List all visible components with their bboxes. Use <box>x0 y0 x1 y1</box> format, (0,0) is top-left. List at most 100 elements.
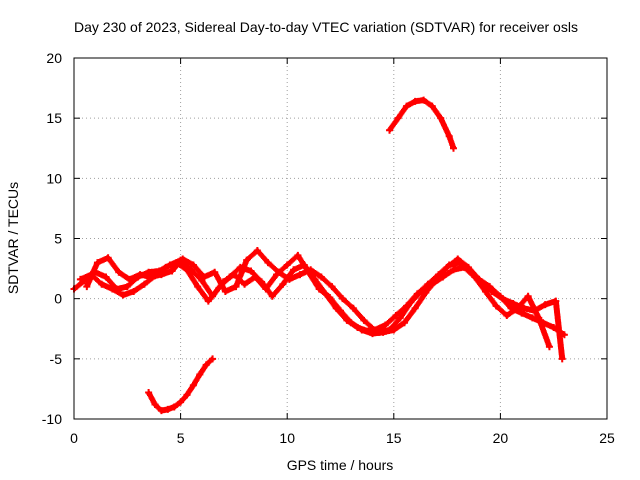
data-point <box>119 291 127 299</box>
data-point <box>93 259 101 267</box>
data-point <box>300 261 308 269</box>
x-tick-label: 25 <box>599 430 615 446</box>
y-axis-ticks: -10 -5 0 5 10 15 20 <box>42 50 607 427</box>
data-point <box>477 280 485 288</box>
data-point <box>518 309 526 317</box>
data-point <box>332 304 340 312</box>
data-point <box>328 283 336 291</box>
data-point <box>467 268 475 276</box>
data-point <box>392 312 400 320</box>
data-point <box>307 266 315 274</box>
x-axis-label: GPS time / hours <box>287 457 394 473</box>
data-point <box>371 326 379 334</box>
data-point <box>83 283 91 291</box>
data-point <box>177 398 185 406</box>
data-point <box>445 132 453 140</box>
data-point <box>322 290 330 298</box>
data-point <box>435 271 443 279</box>
data-point <box>130 287 138 295</box>
y-tick-label: -5 <box>50 351 63 367</box>
data-point <box>123 283 131 291</box>
data-point <box>386 126 394 134</box>
y-tick-label: 10 <box>46 170 62 186</box>
data-point <box>311 275 319 283</box>
data-point <box>545 343 553 351</box>
data-point <box>183 266 191 274</box>
data-point <box>209 355 217 363</box>
data-point <box>157 271 165 279</box>
data-point <box>232 283 240 291</box>
data-point <box>211 268 219 276</box>
data-point <box>102 273 110 281</box>
data-point <box>283 261 291 269</box>
data-point <box>275 268 283 276</box>
x-tick-label: 15 <box>386 430 402 446</box>
data-point <box>503 312 511 320</box>
data-point <box>258 278 266 286</box>
data-point <box>411 304 419 312</box>
y-tick-label: 20 <box>46 50 62 66</box>
data-point <box>290 266 298 274</box>
data-point <box>140 280 148 288</box>
data-point <box>221 287 229 295</box>
data-point <box>456 259 464 267</box>
data-point <box>558 355 566 363</box>
data-point <box>243 256 251 264</box>
data-point <box>253 247 261 255</box>
data-point <box>424 280 432 288</box>
data-point <box>492 302 500 310</box>
data-point <box>488 287 496 295</box>
series-arc-high <box>386 96 457 152</box>
data-point <box>136 271 144 279</box>
data-point <box>535 314 543 322</box>
data-point <box>541 301 549 309</box>
data-point <box>394 114 402 122</box>
data-point <box>157 407 165 415</box>
data-point <box>198 277 206 285</box>
y-tick-label: 0 <box>54 291 62 307</box>
data-point <box>194 283 202 291</box>
data-point <box>552 297 560 305</box>
data-point <box>343 316 351 324</box>
data-point <box>520 304 528 312</box>
data-point <box>400 319 408 327</box>
data-point <box>279 280 287 288</box>
data-point <box>162 263 170 271</box>
data-point <box>386 326 394 334</box>
data-point <box>268 292 276 300</box>
data-point <box>403 102 411 110</box>
data-point <box>170 403 178 411</box>
data-points <box>70 96 568 415</box>
data-point <box>296 271 304 279</box>
data-point <box>189 381 197 389</box>
data-point <box>183 391 191 399</box>
data-point <box>196 370 204 378</box>
data-point <box>285 275 293 283</box>
data-point <box>168 267 176 275</box>
data-point <box>317 273 325 281</box>
data-point <box>531 307 539 315</box>
data-point <box>179 255 187 263</box>
data-point <box>115 268 123 276</box>
data-point <box>439 273 447 281</box>
data-point <box>449 266 457 274</box>
data-point <box>396 314 404 322</box>
data-point <box>354 324 362 332</box>
data-point <box>104 254 112 262</box>
data-point <box>76 275 84 283</box>
data-point <box>360 316 368 324</box>
data-point <box>264 259 272 267</box>
y-axis-label: SDTVAR / TECUs <box>5 182 21 294</box>
x-axis-ticks: 0 5 10 15 20 25 <box>70 58 615 446</box>
data-point <box>528 314 536 322</box>
data-point <box>164 405 172 413</box>
data-point <box>98 280 106 288</box>
data-point <box>524 292 532 300</box>
data-point <box>294 251 302 259</box>
data-point <box>381 321 389 329</box>
data-point <box>413 290 421 298</box>
data-point <box>241 280 249 288</box>
data-point <box>200 273 208 281</box>
data-point <box>364 327 372 335</box>
